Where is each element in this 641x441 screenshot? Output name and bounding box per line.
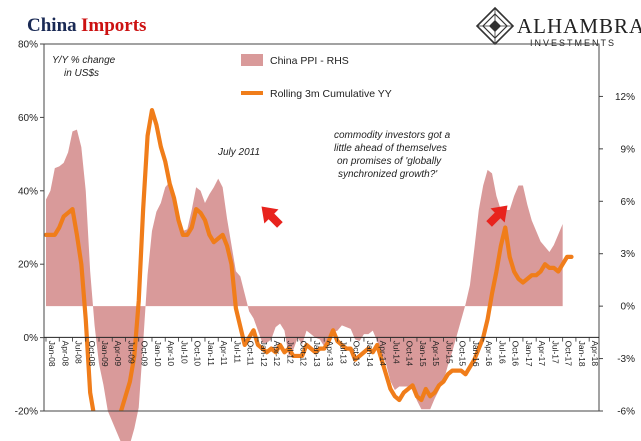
x-tick-label: Jul-17	[550, 341, 560, 364]
x-tick-label: Jan-08	[47, 341, 57, 367]
logo-sub: INVESTMENTS	[530, 38, 616, 48]
legend: China PPI - RHS Rolling 3m Cumulative YY	[241, 54, 392, 100]
x-tick-label: Jan-10	[153, 341, 163, 367]
alhambra-logo: ALHAMBRA INVESTMENTS	[475, 6, 641, 48]
left-tick-label: 0%	[24, 333, 39, 344]
x-tick-label: Apr-17	[537, 341, 547, 367]
x-tick-label: Jul-12	[285, 341, 295, 364]
x-tick-label: Apr-14	[378, 341, 388, 367]
right-tick-label: -3%	[617, 354, 635, 365]
units-note-line1: Y/Y % change	[52, 55, 116, 66]
x-tick-label: Apr-15	[431, 341, 441, 367]
x-tick-label: Oct-12	[299, 341, 309, 367]
logo-name: ALHAMBRA	[517, 14, 641, 38]
left-tick-label: -20%	[15, 407, 38, 418]
x-tick-label: Apr-18	[590, 341, 600, 367]
x-tick-label: Oct-10	[193, 341, 203, 367]
x-tick-label: Apr-11	[219, 341, 229, 366]
chart-title-imports: Imports	[81, 15, 146, 36]
x-tick-label: Jul-09	[126, 341, 136, 364]
left-axis-ticks: -20% 0% 20% 40% 60% 80%	[15, 40, 44, 418]
right-tick-label: 6%	[621, 197, 636, 208]
right-tick-label: 3%	[621, 249, 636, 260]
annotation-line-1: commodity investors got a	[334, 130, 451, 141]
legend-label-ppi: China PPI - RHS	[270, 55, 349, 67]
annotation-july-2011: July 2011	[217, 147, 260, 158]
x-tick-label: Oct-15	[458, 341, 468, 367]
chart-title-china: China	[27, 15, 77, 36]
imports-line-layer	[44, 107, 574, 411]
left-tick-label: 60%	[18, 113, 38, 124]
x-tick-label: Oct-08	[87, 341, 97, 367]
logo-diamond-icon	[475, 6, 515, 46]
units-note-line2: in US$s	[64, 68, 99, 79]
x-tick-label: Jan-14	[365, 341, 375, 367]
ppi-area-layer	[46, 129, 563, 441]
x-tick-label: Jan-09	[100, 341, 110, 367]
x-axis-ticks: Jan-08 Apr-08 Jul-08 Oct-08 Jan-09 Apr-09 Jul-…	[45, 337, 600, 367]
x-tick-label: Oct-16	[511, 341, 521, 367]
annotation-line-4: synchronized growth?'	[338, 169, 438, 180]
ppi-area	[46, 129, 563, 441]
x-tick-label: Apr-08	[60, 341, 70, 367]
x-tick-label: Jan-15	[418, 341, 428, 367]
left-tick-label: 20%	[18, 260, 38, 271]
x-tick-label: Jan-17	[524, 341, 534, 367]
x-tick-label: Apr-10	[166, 341, 176, 367]
plot-border	[43, 43, 600, 412]
x-tick-label: Apr-09	[113, 341, 123, 367]
right-tick-label: 12%	[615, 92, 635, 103]
x-tick-label: Oct-09	[140, 341, 150, 367]
x-tick-label: Oct-13	[352, 341, 362, 367]
annotation-line-3: on promises of 'globally	[337, 156, 442, 167]
x-tick-label: Jan-11	[206, 341, 216, 367]
arrow-left-icon	[261, 206, 283, 228]
x-tick-label: Jan-13	[312, 341, 322, 367]
right-tick-label: 0%	[621, 302, 636, 313]
x-tick-label: Jul-15	[444, 341, 454, 364]
x-tick-label: Oct-11	[246, 341, 256, 366]
x-tick-label: Oct-14	[405, 341, 415, 367]
x-tick-label: Apr-12	[272, 341, 282, 367]
arrow-right-icon	[486, 205, 508, 227]
right-axis-ticks: -6% -3% 0% 3% 6% 9% 12%	[599, 92, 635, 418]
x-tick-label: Apr-13	[325, 341, 335, 367]
left-tick-label: 40%	[18, 186, 38, 197]
x-tick-label: Jan-16	[471, 341, 481, 367]
x-tick-label: Jan-12	[259, 341, 269, 367]
x-tick-label: Jan-18	[577, 341, 587, 367]
legend-swatch-ppi	[241, 54, 263, 66]
right-tick-label: -6%	[617, 407, 635, 418]
x-tick-label: Oct-17	[564, 341, 574, 367]
legend-label-imports: Rolling 3m Cumulative YY	[270, 88, 392, 100]
imports-line	[44, 107, 574, 411]
x-tick-label: Jul-08	[73, 341, 83, 364]
x-tick-label: Jul-11	[232, 341, 242, 364]
x-tick-label: Jul-16	[497, 341, 507, 364]
left-tick-label: 80%	[18, 40, 38, 51]
x-tick-label: Apr-16	[484, 341, 494, 367]
x-tick-label: Jul-13	[338, 341, 348, 364]
right-tick-label: 9%	[621, 144, 636, 155]
x-tick-label: Jul-10	[179, 341, 189, 364]
annotation-line-2: little ahead of themselves	[334, 143, 447, 154]
x-tick-label: Jul-14	[391, 341, 401, 364]
